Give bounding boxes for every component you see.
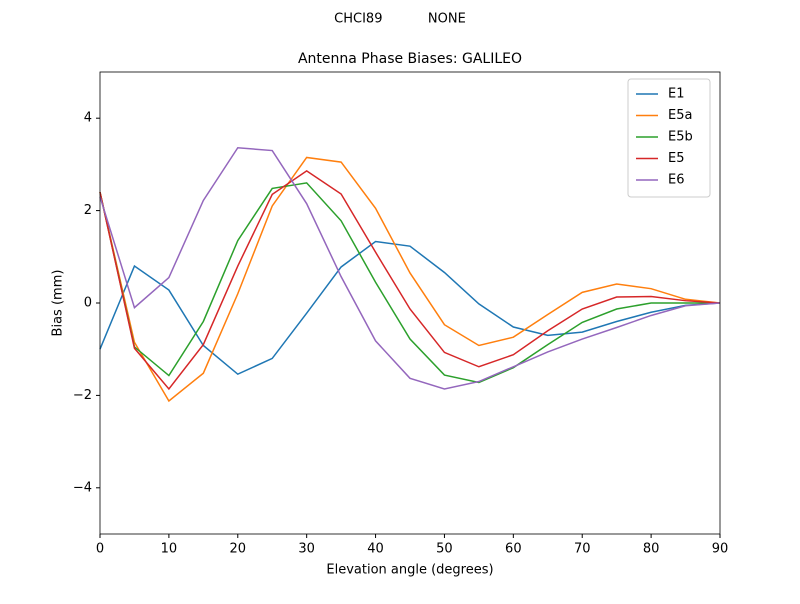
- y-tick-label: 2: [84, 203, 92, 218]
- y-tick-label: 4: [84, 111, 92, 126]
- y-tick-label: 0: [84, 296, 92, 311]
- y-tick-label: −2: [73, 388, 92, 403]
- series-line: [99, 169, 721, 391]
- x-tick-label: 10: [161, 542, 178, 557]
- x-tick-label: 0: [96, 542, 104, 557]
- legend-label: E1: [668, 87, 685, 102]
- series-line: [99, 156, 721, 403]
- x-axis-label: Elevation angle (degrees): [326, 563, 493, 578]
- y-axis-label: Bias (mm): [51, 270, 66, 337]
- x-tick-label: 30: [298, 542, 315, 557]
- suptitle: CHCI89 NONE: [334, 12, 466, 27]
- x-tick-label: 20: [230, 542, 247, 557]
- chart-title: Antenna Phase Biases: GALILEO: [298, 51, 522, 67]
- legend-box: [627, 78, 711, 198]
- y-tick-label: −4: [73, 480, 92, 495]
- x-tick-label: 40: [367, 542, 384, 557]
- legend-label: E5a: [668, 108, 692, 123]
- plot-frame: [99, 71, 721, 535]
- x-tick-label: 50: [436, 542, 453, 557]
- x-tick-label: 90: [712, 542, 729, 557]
- legend-label: E6: [668, 173, 685, 188]
- series-line: [99, 146, 721, 390]
- legend-label: E5b: [668, 130, 693, 145]
- x-tick-label: 60: [505, 542, 522, 557]
- x-tick-label: 80: [643, 542, 660, 557]
- legend-label: E5: [668, 151, 685, 166]
- x-tick-label: 70: [574, 542, 591, 557]
- series-line: [99, 182, 720, 384]
